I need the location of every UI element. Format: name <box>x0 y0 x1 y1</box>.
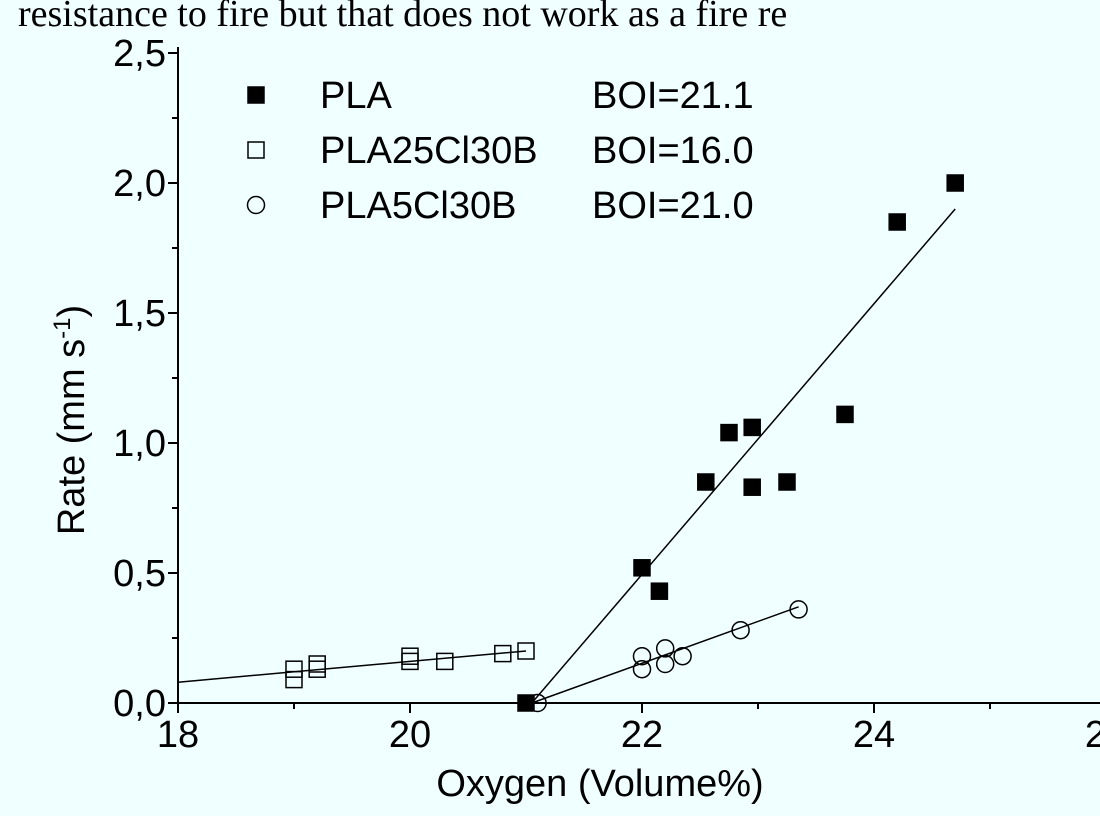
point <box>720 423 738 442</box>
point <box>517 642 535 660</box>
point <box>632 659 652 679</box>
point <box>789 600 808 619</box>
point <box>697 473 715 491</box>
y-label-sup: -1 <box>49 317 76 338</box>
point <box>632 646 652 666</box>
point <box>655 639 675 658</box>
point <box>650 582 669 600</box>
point <box>633 559 651 577</box>
point <box>731 620 750 640</box>
legend-label: PLA25Cl30B <box>320 130 538 172</box>
legend-marker <box>247 141 265 159</box>
point <box>655 654 675 674</box>
point <box>494 644 512 663</box>
legend-note: BOI=21.1 <box>592 75 754 117</box>
point <box>528 693 547 713</box>
y-label-main: Rate (mm s <box>51 339 93 535</box>
y-tick-label: 1,0 <box>113 423 166 465</box>
point <box>946 174 964 192</box>
point <box>836 405 854 424</box>
legend-marker <box>247 86 265 104</box>
legend-note: BOI=21.0 <box>592 185 754 227</box>
fit-line <box>177 650 527 683</box>
y-tick-label: 1,5 <box>113 293 166 335</box>
y-tick-label: 0,5 <box>113 553 166 595</box>
x-axis-label: Oxygen (Volume%) <box>436 763 763 805</box>
point <box>743 478 761 496</box>
point <box>778 473 796 491</box>
y-label-end: ) <box>51 305 93 318</box>
point <box>888 213 906 231</box>
point <box>401 652 419 671</box>
y-tick-label: 0,0 <box>113 683 166 725</box>
x-tick-label: 24 <box>853 714 895 756</box>
point <box>743 418 761 437</box>
header-text: resistance to fire but that does not wor… <box>18 0 787 35</box>
point <box>285 670 303 689</box>
fit-line <box>531 208 956 704</box>
point <box>308 660 326 678</box>
x-tick-label: 20 <box>389 714 431 756</box>
legend-marker <box>246 195 266 215</box>
legend-label: PLA <box>320 75 392 117</box>
x-tick-label: 26 <box>1085 714 1100 756</box>
y-tick-label: 2,5 <box>113 33 166 75</box>
point <box>673 646 692 666</box>
point <box>436 652 454 671</box>
legend-label: PLA5Cl30B <box>320 185 516 227</box>
point <box>285 660 303 678</box>
x-tick-label: 22 <box>621 714 663 756</box>
x-tick-label: 18 <box>157 714 199 756</box>
legend-note: BOI=16.0 <box>592 130 754 172</box>
y-tick-label: 2,0 <box>113 163 166 205</box>
y-axis-label: Rate (mm s-1) <box>49 305 93 535</box>
